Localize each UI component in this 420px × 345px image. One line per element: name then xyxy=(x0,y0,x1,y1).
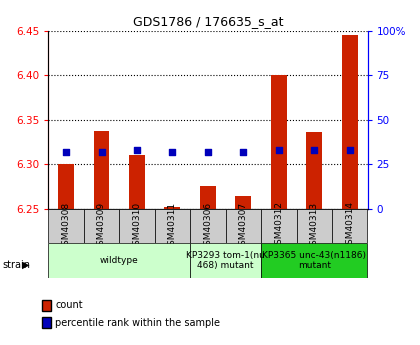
Point xyxy=(276,147,282,153)
Text: KP3365 unc-43(n1186)
mutant: KP3365 unc-43(n1186) mutant xyxy=(262,251,366,270)
Point xyxy=(346,147,353,153)
Bar xyxy=(84,209,119,243)
Text: percentile rank within the sample: percentile rank within the sample xyxy=(55,318,220,327)
Text: GSM40308: GSM40308 xyxy=(62,201,71,250)
Bar xyxy=(129,156,145,209)
Bar xyxy=(332,209,368,243)
Text: count: count xyxy=(55,300,83,310)
Point xyxy=(63,149,69,155)
Point xyxy=(311,147,318,153)
Bar xyxy=(48,243,190,278)
Text: GSM40309: GSM40309 xyxy=(97,201,106,250)
Text: ▶: ▶ xyxy=(22,260,29,269)
Point xyxy=(169,149,176,155)
Text: KP3293 tom-1(nu
468) mutant: KP3293 tom-1(nu 468) mutant xyxy=(186,251,265,270)
Text: GSM40314: GSM40314 xyxy=(345,201,354,250)
Text: GSM40307: GSM40307 xyxy=(239,201,248,250)
Bar xyxy=(94,130,110,209)
Text: GSM40313: GSM40313 xyxy=(310,201,319,250)
Bar xyxy=(342,36,358,209)
Bar xyxy=(58,164,74,209)
Bar xyxy=(155,209,190,243)
Bar xyxy=(271,76,287,209)
Point xyxy=(98,149,105,155)
Text: GSM40306: GSM40306 xyxy=(203,201,213,250)
Bar xyxy=(226,209,261,243)
Text: GSM40312: GSM40312 xyxy=(274,201,284,250)
Point xyxy=(134,147,140,153)
Point xyxy=(205,149,211,155)
Bar xyxy=(306,132,322,209)
Text: GSM40310: GSM40310 xyxy=(132,201,142,250)
Point xyxy=(240,149,247,155)
Bar xyxy=(200,186,216,209)
Bar xyxy=(235,196,251,209)
Bar xyxy=(119,209,155,243)
Bar xyxy=(261,243,368,278)
Bar xyxy=(165,207,181,209)
Text: GSM40311: GSM40311 xyxy=(168,201,177,250)
Bar xyxy=(297,209,332,243)
Text: wildtype: wildtype xyxy=(100,256,139,265)
Bar xyxy=(190,243,261,278)
Title: GDS1786 / 176635_s_at: GDS1786 / 176635_s_at xyxy=(133,16,283,29)
Bar xyxy=(48,209,84,243)
Bar xyxy=(261,209,297,243)
Bar xyxy=(190,209,226,243)
Text: strain: strain xyxy=(2,260,30,269)
